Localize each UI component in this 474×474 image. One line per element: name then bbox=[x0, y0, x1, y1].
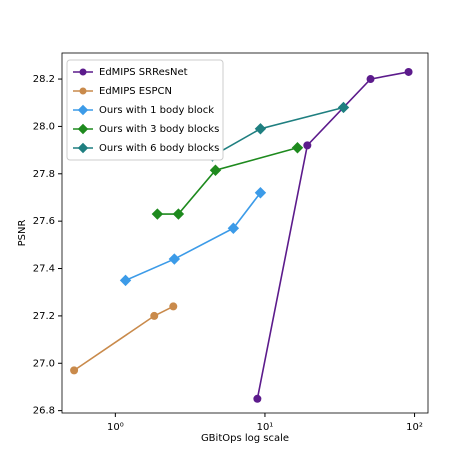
y-tick-label: 28.2 bbox=[33, 74, 55, 85]
point bbox=[150, 311, 159, 320]
y-tick-label: 27.6 bbox=[33, 216, 55, 227]
y-tick-label: 27.2 bbox=[33, 311, 55, 322]
point bbox=[366, 75, 375, 84]
legend-label: EdMIPS SRResNet bbox=[99, 67, 188, 78]
legend-label: Ours with 1 body block bbox=[99, 105, 214, 116]
legend-marker bbox=[79, 87, 87, 95]
y-tick-label: 27.4 bbox=[33, 264, 55, 275]
series-line bbox=[125, 192, 262, 282]
point bbox=[404, 67, 413, 76]
y-tick-label: 28.0 bbox=[33, 121, 55, 132]
point bbox=[209, 164, 222, 176]
plot-frame bbox=[61, 52, 429, 414]
series-line bbox=[73, 305, 174, 372]
legend-box bbox=[66, 59, 224, 161]
point bbox=[227, 222, 240, 234]
legend-marker bbox=[77, 142, 89, 154]
y-tick-label: 26.8 bbox=[33, 406, 55, 417]
x-tick-label: 10² bbox=[406, 422, 423, 433]
x-tick-label: 10¹ bbox=[257, 422, 274, 433]
point bbox=[254, 123, 267, 135]
point bbox=[70, 366, 79, 375]
x-axis-label: GBitOps log scale bbox=[201, 433, 289, 444]
point bbox=[151, 208, 164, 220]
legend-marker bbox=[77, 104, 89, 116]
point bbox=[169, 302, 178, 311]
y-tick-label: 27.0 bbox=[33, 358, 55, 369]
point bbox=[253, 394, 262, 403]
point bbox=[303, 141, 312, 150]
x-tick-label: 10⁰ bbox=[107, 422, 124, 433]
point bbox=[119, 274, 132, 287]
series-line bbox=[256, 71, 409, 399]
point bbox=[337, 101, 350, 114]
legend-marker bbox=[79, 68, 87, 76]
legend-label: Ours with 3 body blocks bbox=[99, 124, 219, 135]
y-axis-label: PSNR bbox=[17, 220, 28, 247]
point bbox=[172, 208, 185, 220]
legend-label: Ours with 6 body blocks bbox=[99, 143, 219, 154]
point bbox=[254, 187, 267, 199]
series-line bbox=[202, 106, 344, 157]
point bbox=[168, 253, 181, 265]
legend-marker bbox=[77, 123, 89, 135]
series-line bbox=[157, 146, 298, 215]
legend-label: EdMIPS ESPCN bbox=[99, 86, 172, 97]
y-tick-label: 27.8 bbox=[33, 169, 55, 180]
point bbox=[291, 142, 304, 154]
